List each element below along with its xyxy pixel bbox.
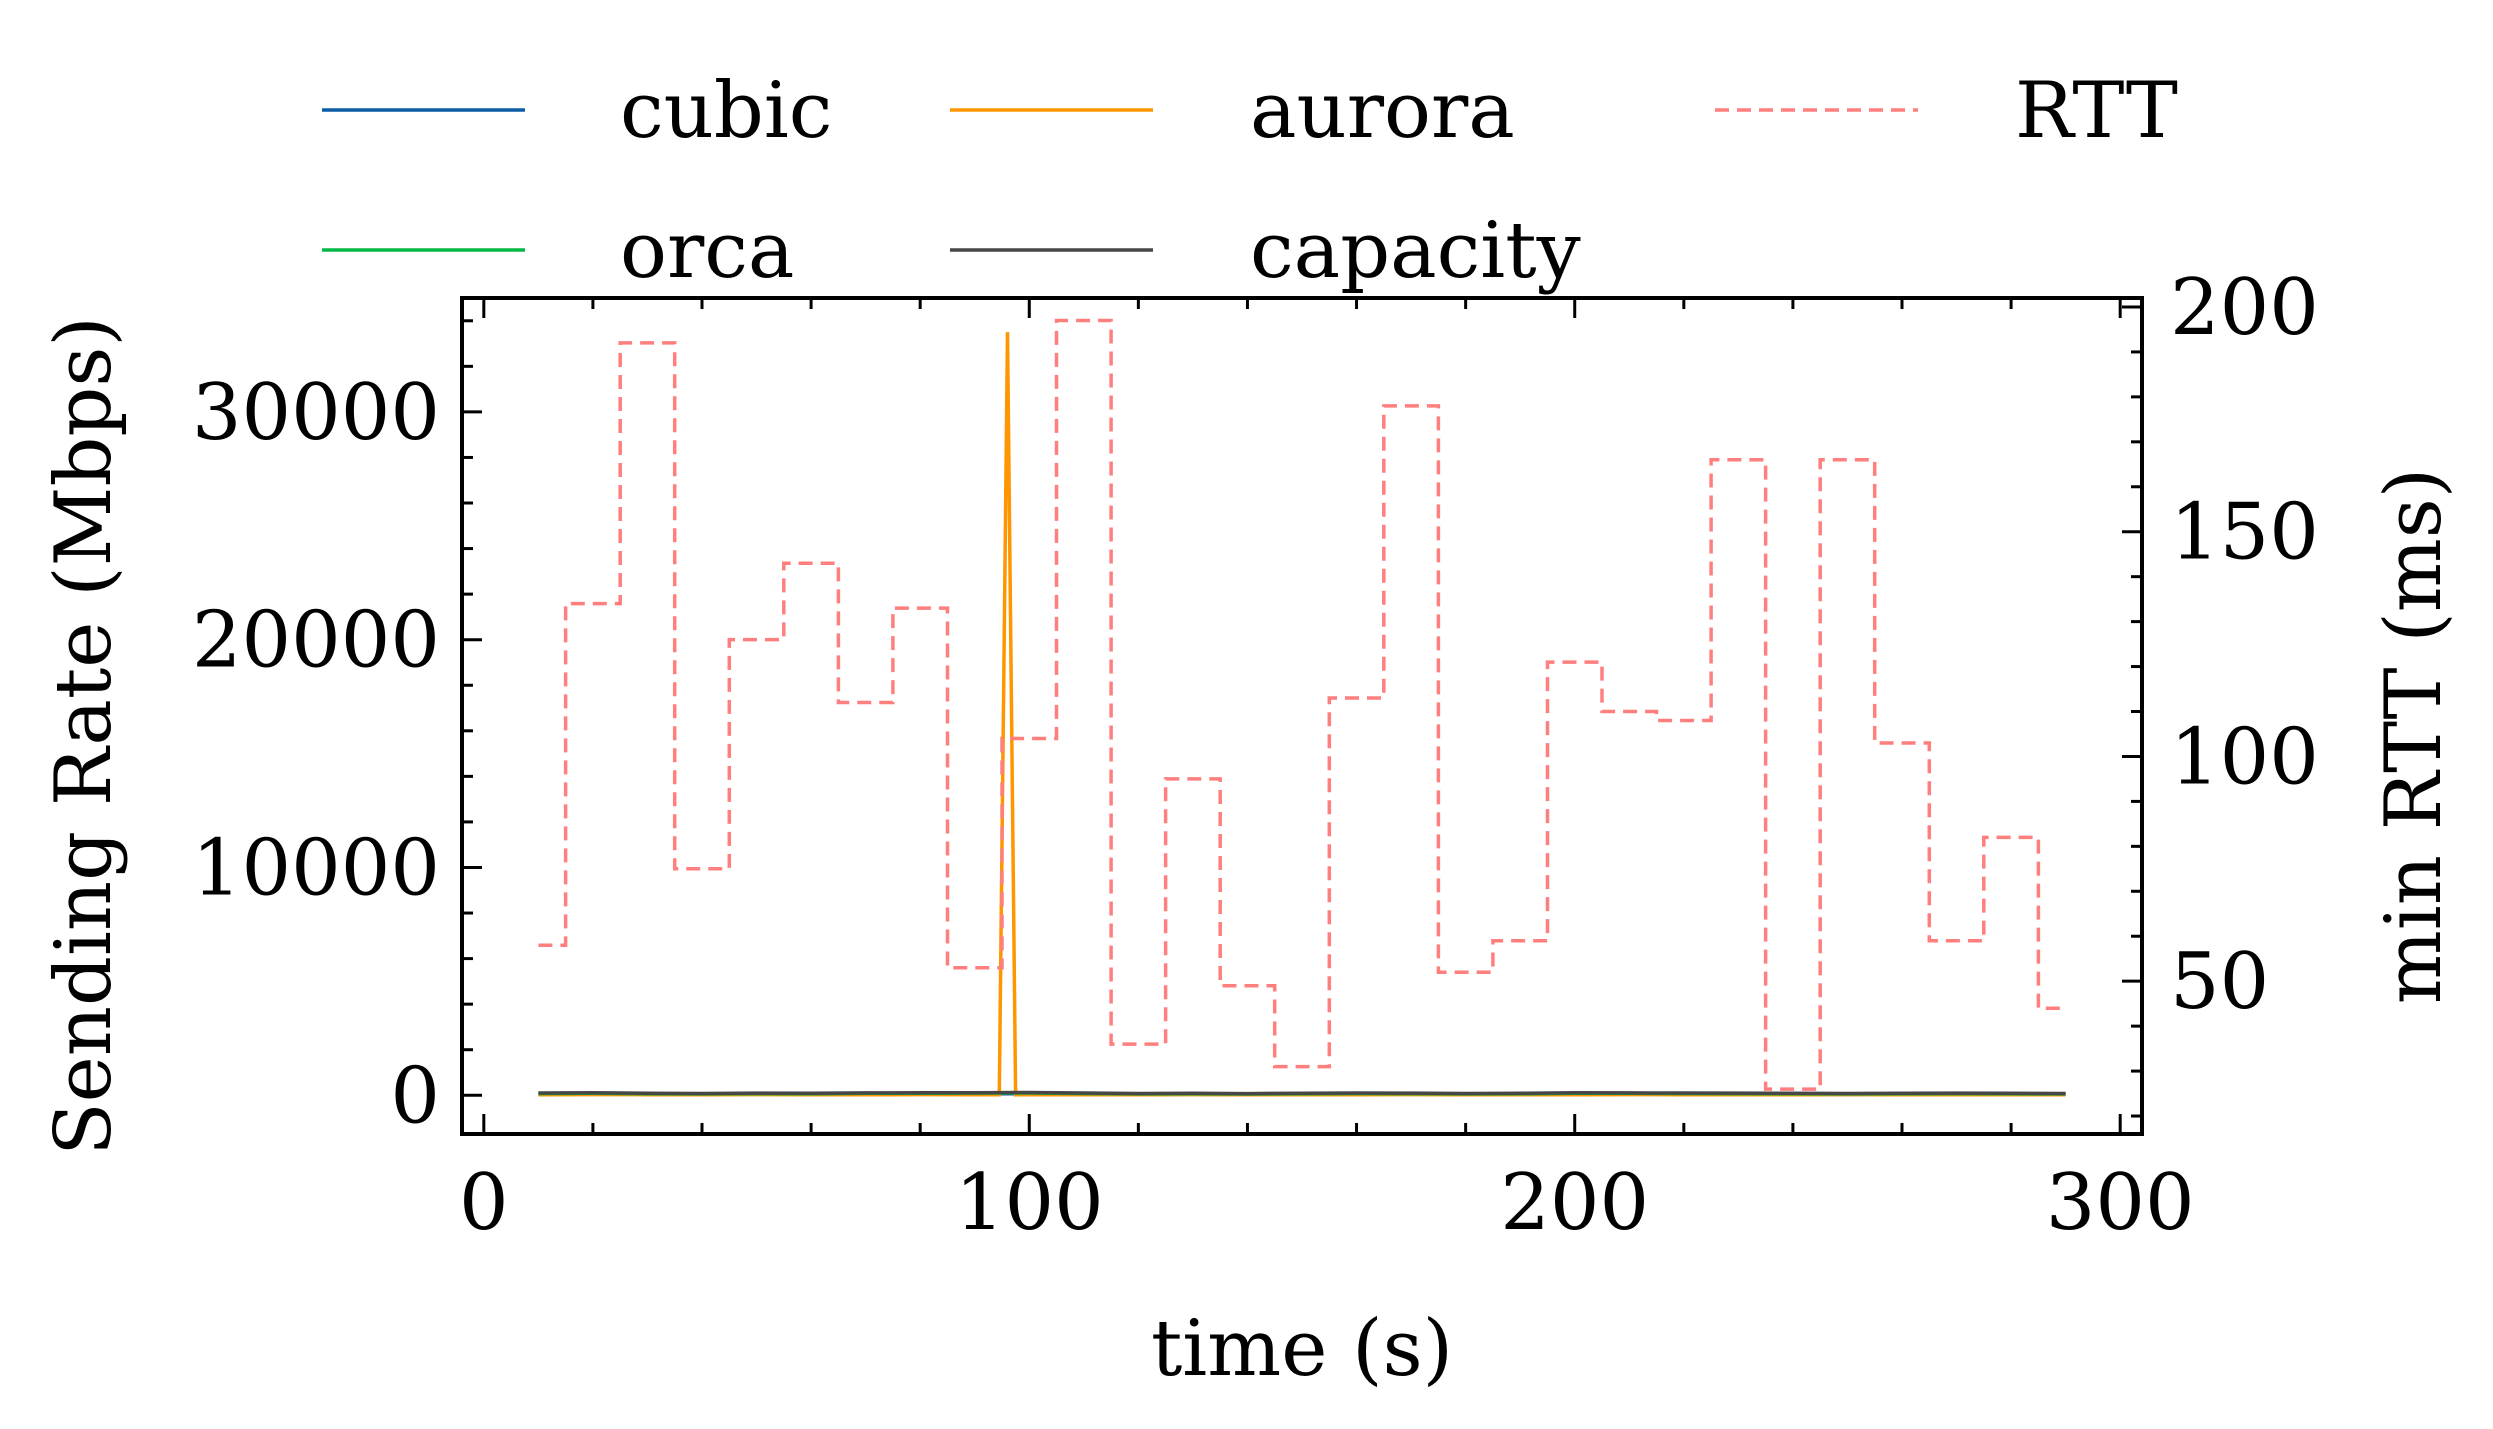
x-tick-label: 300 xyxy=(2046,1158,2195,1248)
legend-label-cubic: cubic xyxy=(620,66,832,156)
y2-tick-label: 100 xyxy=(2170,712,2319,802)
y2-tick-label: 150 xyxy=(2170,488,2319,578)
legend-label-capacity: capacity xyxy=(1250,206,1581,296)
legend-label-aurora: aurora xyxy=(1250,66,1515,156)
y2-tick-label: 200 xyxy=(2170,263,2319,353)
y2-tick-label: 50 xyxy=(2170,937,2269,1027)
series-line-aurora xyxy=(538,332,2066,1097)
x-tick-label: 0 xyxy=(459,1158,509,1248)
plot-area xyxy=(538,318,2066,1097)
y-tick-label: 20000 xyxy=(192,596,440,686)
plot-frame xyxy=(460,296,2144,1136)
x-tick-label: 200 xyxy=(1500,1158,1649,1248)
y-tick-label: 10000 xyxy=(192,823,440,913)
legend: cubic aurora RTT orca capacity xyxy=(322,66,2178,296)
y-tick-label: 30000 xyxy=(192,368,440,458)
series-line-capacity xyxy=(538,1090,2066,1096)
y-axis-label: Sending Rate (Mbps) xyxy=(39,316,129,1156)
axis-ticks xyxy=(462,298,2142,1134)
y2-axis-label: min RTT (ms) xyxy=(2369,468,2459,1004)
legend-label-orca: orca xyxy=(620,206,794,296)
y-tick-label: 0 xyxy=(390,1051,440,1141)
tick-labels: 0 100 200 300 0 10000 20000 30000 50 100 150 200 xyxy=(192,263,2319,1248)
x-tick-label: 100 xyxy=(955,1158,1104,1248)
legend-label-rtt: RTT xyxy=(2015,66,2178,156)
x-axis-label: time (s) xyxy=(1151,1304,1453,1394)
series-line-rtt xyxy=(538,318,2066,1091)
